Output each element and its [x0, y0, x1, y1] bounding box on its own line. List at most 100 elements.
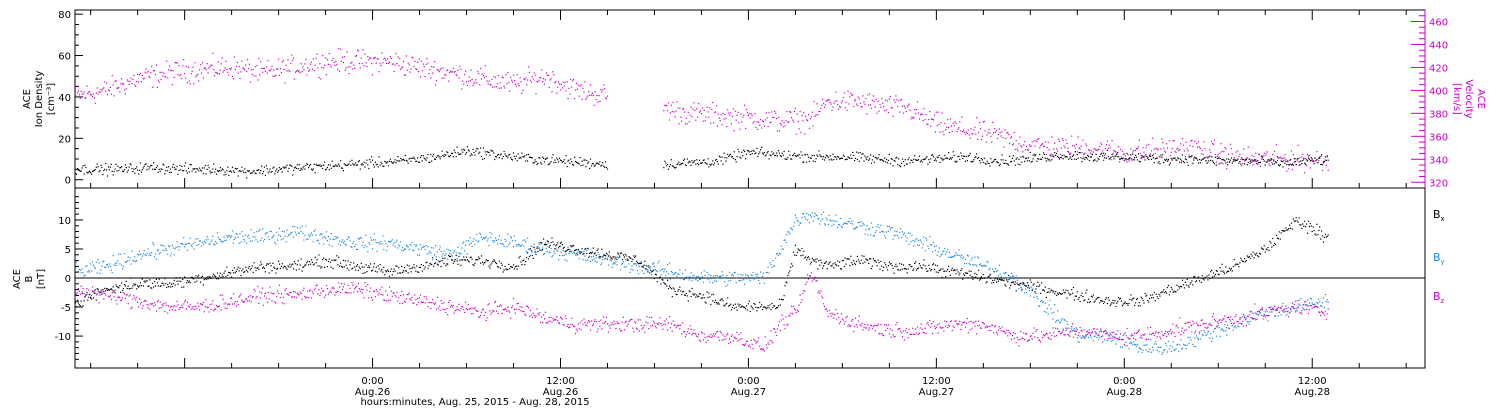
velocity-point	[184, 72, 186, 75]
by-point	[493, 241, 495, 243]
velocity-axis-title-line1: ACE	[1475, 89, 1486, 109]
velocity-point	[1138, 139, 1140, 141]
by-point	[843, 222, 845, 225]
velocity-point	[749, 117, 751, 119]
density-point	[889, 163, 891, 165]
density-point	[449, 156, 451, 158]
density-point	[1089, 156, 1091, 158]
density-point	[1243, 158, 1245, 161]
bz-point	[192, 308, 194, 310]
by-point	[835, 214, 837, 216]
by-point	[479, 232, 481, 234]
density-point	[577, 162, 579, 164]
by-point	[303, 239, 305, 241]
bz-point	[364, 281, 366, 284]
velocity-point	[113, 95, 115, 97]
by-point	[1318, 298, 1320, 300]
bz-point	[182, 306, 184, 308]
density-point	[715, 158, 718, 161]
by-point	[438, 248, 440, 250]
bz-point	[306, 296, 308, 298]
by-point	[569, 249, 571, 251]
density-point	[1319, 156, 1321, 158]
velocity-point	[95, 92, 97, 94]
by-point	[1287, 313, 1289, 315]
by-point	[1254, 318, 1256, 320]
by-point	[819, 223, 821, 225]
bz-point	[307, 290, 309, 292]
velocity-point	[344, 69, 346, 71]
density-point	[98, 171, 100, 173]
density-point	[955, 161, 957, 163]
velocity-point	[216, 73, 219, 75]
density-point	[742, 155, 744, 157]
density-point	[187, 167, 189, 169]
bz-point	[291, 296, 293, 298]
bz-point	[961, 324, 963, 326]
velocity-point	[1119, 148, 1122, 150]
velocity-point	[1041, 143, 1044, 145]
density-point	[1054, 152, 1056, 154]
by-point	[386, 250, 388, 252]
velocity-point	[124, 93, 126, 95]
by-point	[363, 246, 365, 249]
by-point	[164, 249, 166, 251]
velocity-point	[545, 72, 547, 74]
by-point	[746, 274, 749, 276]
density-point	[875, 157, 877, 159]
velocity-point	[1120, 156, 1123, 158]
bz-point	[874, 330, 876, 332]
density-point	[876, 158, 878, 160]
density-point	[1210, 159, 1212, 162]
density-point	[548, 163, 550, 165]
velocity-point	[333, 61, 335, 64]
by-point	[361, 245, 363, 247]
bz-point	[198, 305, 200, 307]
bz-point	[906, 332, 908, 334]
bz-point	[116, 303, 118, 305]
velocity-point	[1245, 157, 1247, 159]
density-point	[695, 163, 697, 165]
velocity-point	[904, 107, 906, 109]
by-point	[514, 240, 516, 242]
density-point	[554, 159, 556, 161]
density-point	[807, 154, 809, 156]
bz-point	[360, 288, 362, 290]
velocity-point	[197, 73, 199, 75]
density-point	[370, 161, 372, 163]
by-point	[213, 243, 215, 245]
velocity-point	[440, 67, 442, 70]
by-point	[1086, 334, 1088, 336]
density-point	[269, 168, 271, 170]
velocity-point	[1202, 153, 1204, 155]
bz-point	[324, 296, 326, 298]
density-point	[290, 164, 292, 166]
by-point	[278, 227, 281, 229]
density-point	[1072, 154, 1075, 156]
velocity-point	[595, 98, 597, 101]
bz-point	[564, 315, 566, 317]
velocity-point	[241, 60, 243, 62]
by-point	[526, 251, 528, 253]
bz-point	[836, 318, 838, 320]
density-point	[1019, 164, 1021, 166]
bz-point	[873, 324, 875, 326]
bz-point	[988, 329, 990, 331]
velocity-point	[547, 74, 549, 76]
density-point	[781, 152, 783, 154]
density-point	[913, 158, 915, 160]
velocity-point	[561, 87, 563, 89]
velocity-point	[198, 80, 200, 82]
density-point	[357, 161, 359, 163]
by-point	[891, 227, 893, 229]
density-point	[1059, 157, 1061, 159]
velocity-point	[827, 99, 829, 101]
bz-point	[823, 303, 825, 305]
velocity-point	[572, 80, 574, 82]
by-point	[986, 260, 988, 263]
density-point	[402, 159, 404, 161]
bz-point	[216, 305, 218, 307]
bz-point	[630, 318, 632, 320]
bz-point	[897, 328, 899, 331]
velocity-point	[684, 123, 686, 125]
